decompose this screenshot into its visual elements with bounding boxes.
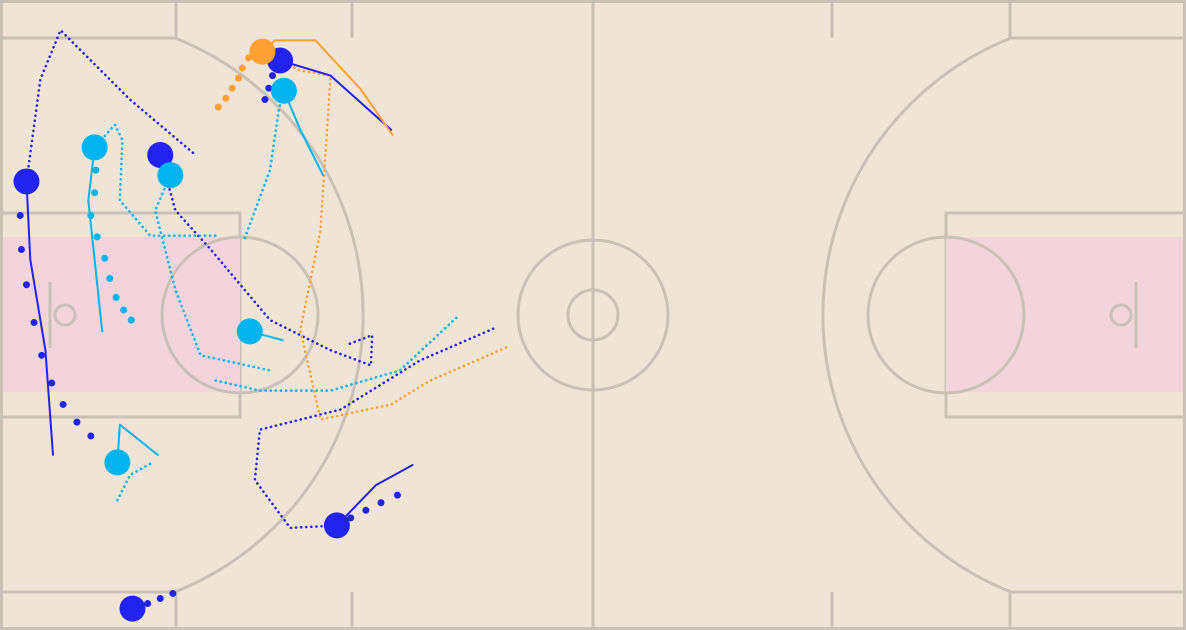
lane-inner [0, 237, 240, 392]
player-marker [104, 449, 131, 476]
track-dot [228, 84, 236, 92]
track-dot [144, 600, 152, 608]
center-circle [516, 238, 670, 392]
track-dot [222, 94, 230, 102]
player-marker [81, 134, 108, 161]
track-dot [16, 211, 24, 219]
player-marker [13, 168, 40, 195]
track-dot [214, 103, 222, 111]
track-dot [92, 166, 100, 174]
track-path [282, 89, 324, 177]
track-dot [38, 351, 46, 359]
track-dot [87, 211, 95, 219]
track-dot [59, 400, 67, 408]
track-dot [265, 84, 273, 92]
track-dot [73, 418, 81, 426]
lane-inner [946, 237, 1186, 392]
player-marker [119, 595, 146, 622]
track-dot [112, 293, 120, 301]
track-path [116, 461, 154, 502]
track-path [279, 59, 393, 131]
player-marker [270, 77, 297, 104]
track-dot [22, 281, 30, 289]
track-dot [93, 233, 101, 241]
track-path [335, 463, 414, 527]
track-dot [101, 254, 109, 262]
track-dot [261, 96, 269, 104]
track-path [25, 180, 54, 456]
track-path [261, 50, 510, 421]
track-dot [362, 506, 370, 514]
player-marker [323, 512, 350, 539]
track-path [93, 123, 218, 237]
track-path [214, 314, 460, 392]
track-dot [87, 432, 95, 440]
track-path [158, 153, 374, 367]
track-dot [106, 274, 114, 282]
track-dot [269, 72, 277, 80]
track-path [87, 146, 104, 333]
three-point-area [0, 36, 365, 594]
track-dot [17, 245, 25, 253]
track-dot [169, 589, 177, 597]
track-dot [393, 491, 401, 499]
track-dot [347, 514, 355, 522]
player-marker [236, 318, 263, 345]
track-dot [238, 64, 246, 72]
track-dot [156, 595, 164, 602]
free-throw-circle [866, 235, 1026, 395]
basket [1109, 303, 1133, 327]
track-dot [91, 189, 99, 197]
player-marker [157, 162, 184, 189]
track-dot [127, 316, 135, 324]
three-point-area [821, 36, 1186, 594]
basket [53, 303, 77, 327]
track-path [153, 173, 272, 372]
track-dot [377, 499, 385, 507]
player-marker [249, 38, 276, 65]
center-circle-inner [566, 288, 620, 342]
free-throw-circle [160, 235, 320, 395]
track-dot [30, 319, 38, 327]
player-marker [147, 141, 174, 168]
track-path [253, 326, 498, 530]
track-dot [234, 74, 242, 82]
track-dot [120, 306, 128, 314]
sideline-ticks [174, 0, 1012, 630]
track-dot [48, 379, 56, 387]
